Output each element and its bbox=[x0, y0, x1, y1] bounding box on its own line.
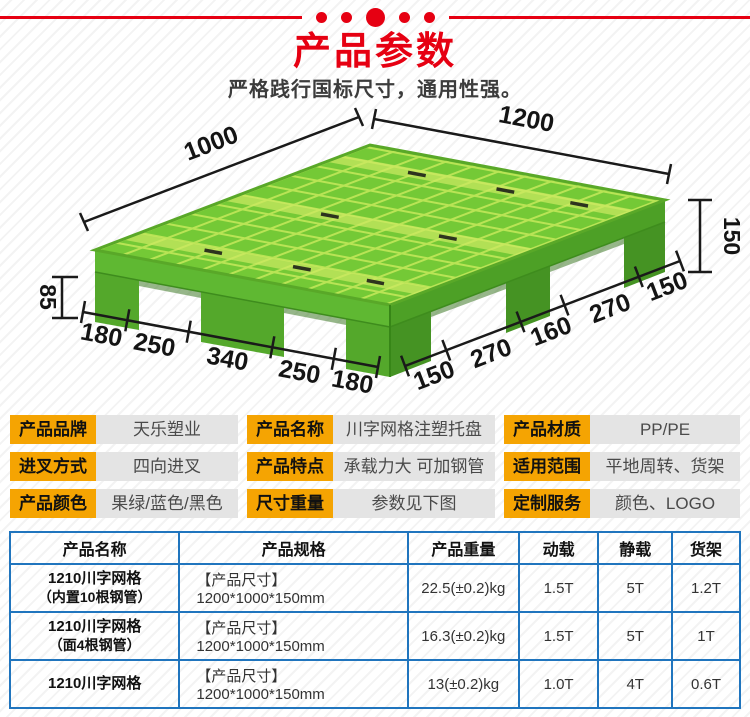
spec-label: 产品特点 bbox=[247, 452, 333, 481]
svg-text:250: 250 bbox=[131, 328, 177, 363]
product-parameters-page: 产品参数 严格践行国标尺寸，通用性强。 bbox=[0, 7, 750, 717]
product-name: 1210川字网格 bbox=[11, 570, 178, 588]
cell-spec: 【产品尺寸】1200*1000*150mm bbox=[179, 612, 407, 660]
spec-label: 产品颜色 bbox=[10, 489, 96, 518]
spec-value: PP/PE bbox=[590, 415, 740, 444]
spec-value: 四向进叉 bbox=[96, 452, 238, 481]
spec-value: 承载力大 可加钢管 bbox=[333, 452, 495, 481]
spec-label: 定制服务 bbox=[504, 489, 590, 518]
col-header-rack-load: 货架 bbox=[672, 532, 740, 564]
cell-rack-load: 1T bbox=[672, 612, 740, 660]
cell-dynamic-load: 1.0T bbox=[519, 660, 599, 708]
cell-static-load: 4T bbox=[598, 660, 672, 708]
cell-dynamic-load: 1.5T bbox=[519, 564, 599, 612]
spec-item-fork-entry: 进叉方式 四向进叉 bbox=[10, 452, 238, 481]
table-row: 1210川字网格 （内置10根钢管） 【产品尺寸】1200*1000*150mm… bbox=[10, 564, 740, 612]
col-header-static-load: 静载 bbox=[598, 532, 672, 564]
spec-item-material: 产品材质 PP/PE bbox=[504, 415, 740, 444]
cell-spec: 【产品尺寸】1200*1000*150mm bbox=[179, 660, 407, 708]
cell-weight: 13(±0.2)kg bbox=[408, 660, 519, 708]
product-name-sub: （内置10根钢管） bbox=[11, 588, 178, 606]
spec-value: 平地周转、货架 bbox=[590, 452, 740, 481]
spec-label: 产品品牌 bbox=[10, 415, 96, 444]
spec-item-color: 产品颜色 果绿/蓝色/黑色 bbox=[10, 489, 238, 518]
spec-value: 天乐塑业 bbox=[96, 415, 238, 444]
red-dots bbox=[316, 8, 435, 27]
product-spec-table: 产品名称 产品规格 产品重量 动载 静载 货架 1210川字网格 （内置10根钢… bbox=[9, 531, 741, 709]
table-row: 1210川字网格 （面4根钢管） 【产品尺寸】1200*1000*150mm 1… bbox=[10, 612, 740, 660]
cell-dynamic-load: 1.5T bbox=[519, 612, 599, 660]
pallet-figure: 1000 1200 85 150 bbox=[0, 105, 750, 410]
spec-label: 产品名称 bbox=[247, 415, 333, 444]
spec-item-product-name: 产品名称 川字网格注塑托盘 bbox=[247, 415, 495, 444]
cell-static-load: 5T bbox=[598, 612, 672, 660]
dim-label-1200: 1200 bbox=[497, 105, 557, 138]
spec-item-size-weight: 尺寸重量 参数见下图 bbox=[247, 489, 495, 518]
col-header-weight: 产品重量 bbox=[408, 532, 519, 564]
col-header-dynamic-load: 动载 bbox=[519, 532, 599, 564]
cell-product-name: 1210川字网格 （面4根钢管） bbox=[10, 612, 179, 660]
page-subtitle: 严格践行国标尺寸，通用性强。 bbox=[0, 77, 750, 103]
left-red-rule bbox=[0, 16, 302, 19]
red-dot-large bbox=[366, 8, 385, 27]
product-name-sub: （面4根钢管） bbox=[11, 636, 178, 654]
spec-item-customization: 定制服务 颜色、LOGO bbox=[504, 489, 740, 518]
product-name: 1210川字网格 bbox=[11, 675, 178, 693]
spec-value: 颜色、LOGO bbox=[590, 489, 740, 518]
cell-rack-load: 0.6T bbox=[672, 660, 740, 708]
page-title: 产品参数 bbox=[0, 30, 750, 74]
col-header-product-name: 产品名称 bbox=[10, 532, 179, 564]
dimension-150 bbox=[688, 200, 712, 272]
spec-item-brand: 产品品牌 天乐塑业 bbox=[10, 415, 238, 444]
right-red-rule bbox=[449, 16, 750, 19]
red-dot bbox=[399, 12, 410, 23]
spec-label: 适用范围 bbox=[504, 452, 590, 481]
spec-label: 产品材质 bbox=[504, 415, 590, 444]
cell-static-load: 5T bbox=[598, 564, 672, 612]
cell-weight: 22.5(±0.2)kg bbox=[408, 564, 519, 612]
table-header-row: 产品名称 产品规格 产品重量 动载 静载 货架 bbox=[10, 532, 740, 564]
spec-value: 果绿/蓝色/黑色 bbox=[96, 489, 238, 518]
spec-value: 川字网格注塑托盘 bbox=[333, 415, 495, 444]
table-row: 1210川字网格 【产品尺寸】1200*1000*150mm 13(±0.2)k… bbox=[10, 660, 740, 708]
cell-spec: 【产品尺寸】1200*1000*150mm bbox=[179, 564, 407, 612]
header-divider bbox=[0, 7, 750, 27]
pallet-body bbox=[95, 145, 665, 377]
col-header-spec: 产品规格 bbox=[179, 532, 407, 564]
product-name: 1210川字网格 bbox=[11, 618, 178, 636]
spec-grid: 产品品牌 天乐塑业 产品名称 川字网格注塑托盘 产品材质 PP/PE 进叉方式 … bbox=[0, 415, 750, 518]
red-dot bbox=[424, 12, 435, 23]
cell-rack-load: 1.2T bbox=[672, 564, 740, 612]
dim-label-1000: 1000 bbox=[180, 120, 242, 166]
spec-item-usage: 适用范围 平地周转、货架 bbox=[504, 452, 740, 481]
spec-label: 进叉方式 bbox=[10, 452, 96, 481]
dim-label-150: 150 bbox=[719, 217, 745, 255]
red-dot bbox=[316, 12, 327, 23]
spec-label: 尺寸重量 bbox=[247, 489, 333, 518]
dim-label-85: 85 bbox=[35, 284, 61, 310]
spec-value: 参数见下图 bbox=[333, 489, 495, 518]
spec-item-features: 产品特点 承载力大 可加钢管 bbox=[247, 452, 495, 481]
cell-weight: 16.3(±0.2)kg bbox=[408, 612, 519, 660]
red-dot bbox=[341, 12, 352, 23]
svg-text:250: 250 bbox=[276, 355, 322, 390]
cell-product-name: 1210川字网格 bbox=[10, 660, 179, 708]
pallet-illustration: 1000 1200 85 150 bbox=[0, 105, 750, 410]
cell-product-name: 1210川字网格 （内置10根钢管） bbox=[10, 564, 179, 612]
